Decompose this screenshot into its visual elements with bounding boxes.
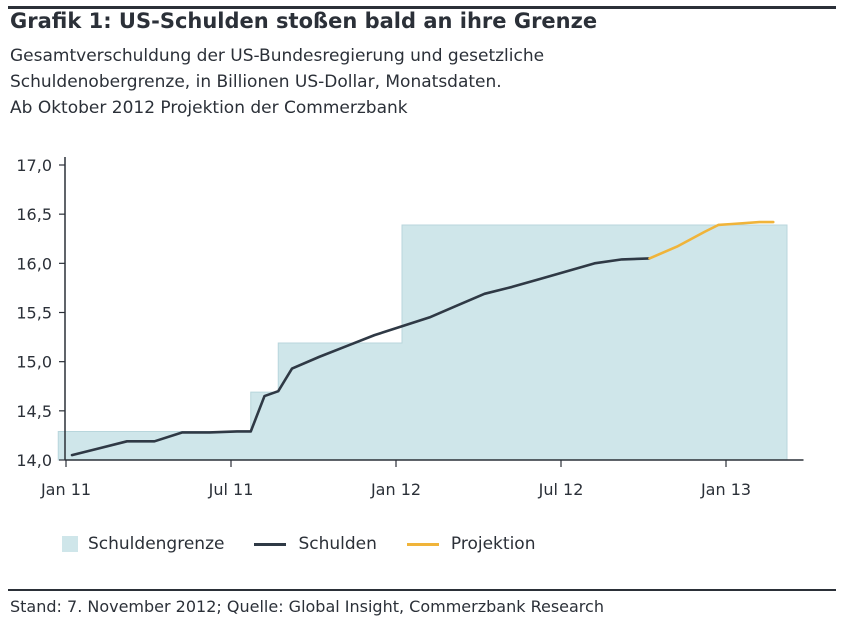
bottom-rule [8, 589, 836, 591]
tick-labels-layer: 14,0 14,5 15,0 15,5 16,0 16,5 17,0 Jan 11 Jul 11… [16, 156, 751, 499]
legend: Schuldengrenze Schulden Projektion [62, 534, 565, 554]
limit-area [57, 224, 788, 461]
projection-swatch [406, 542, 439, 546]
legend-item-projection: Projektion [406, 534, 536, 554]
debt-line [70, 257, 651, 457]
legend-label-limit: Schuldengrenze [88, 534, 225, 554]
chart-subtitle: Gesamtverschuldung der US-Bundesregierun… [10, 43, 730, 121]
y-tick-label: 15,5 [16, 304, 52, 323]
x-tick-label: Jan 13 [700, 480, 751, 499]
legend-label-projection: Projektion [450, 534, 536, 554]
limit-area-layer [57, 224, 788, 461]
top-rule [8, 6, 836, 9]
legend-item-debt: Schulden [254, 534, 377, 554]
limit-swatch [62, 536, 78, 552]
subtitle-line: Ab Oktober 2012 Projektion der Commerzba… [10, 98, 408, 118]
y-tick-label: 14,0 [16, 451, 52, 470]
y-tick-label: 14,5 [16, 402, 52, 421]
legend-item-limit: Schuldengrenze [62, 534, 224, 554]
subtitle-line: Gesamtverschuldung der US-Bundesregierun… [10, 46, 545, 66]
projection-line [648, 220, 775, 260]
axes-layer [59, 157, 804, 467]
x-tick-label: Jul 11 [208, 480, 254, 499]
debt-swatch [254, 542, 287, 546]
source-note: Stand: 7. November 2012; Quelle: Global … [10, 597, 604, 616]
series-lines-layer [70, 220, 775, 457]
y-tick-label: 16,5 [16, 205, 52, 224]
y-tick-label: 17,0 [16, 156, 52, 175]
y-tick-label: 16,0 [16, 254, 52, 273]
x-tick-label: Jan 11 [40, 480, 91, 499]
subtitle-line: Schuldenobergrenze, in Billionen US-Doll… [10, 72, 502, 92]
chart-title: Grafik 1: US-Schulden stoßen bald an ihr… [10, 9, 598, 33]
legend-label-debt: Schulden [298, 534, 377, 554]
x-tick-label: Jan 12 [370, 480, 421, 499]
x-tick-label: Jul 12 [538, 480, 584, 499]
y-tick-label: 15,0 [16, 353, 52, 372]
